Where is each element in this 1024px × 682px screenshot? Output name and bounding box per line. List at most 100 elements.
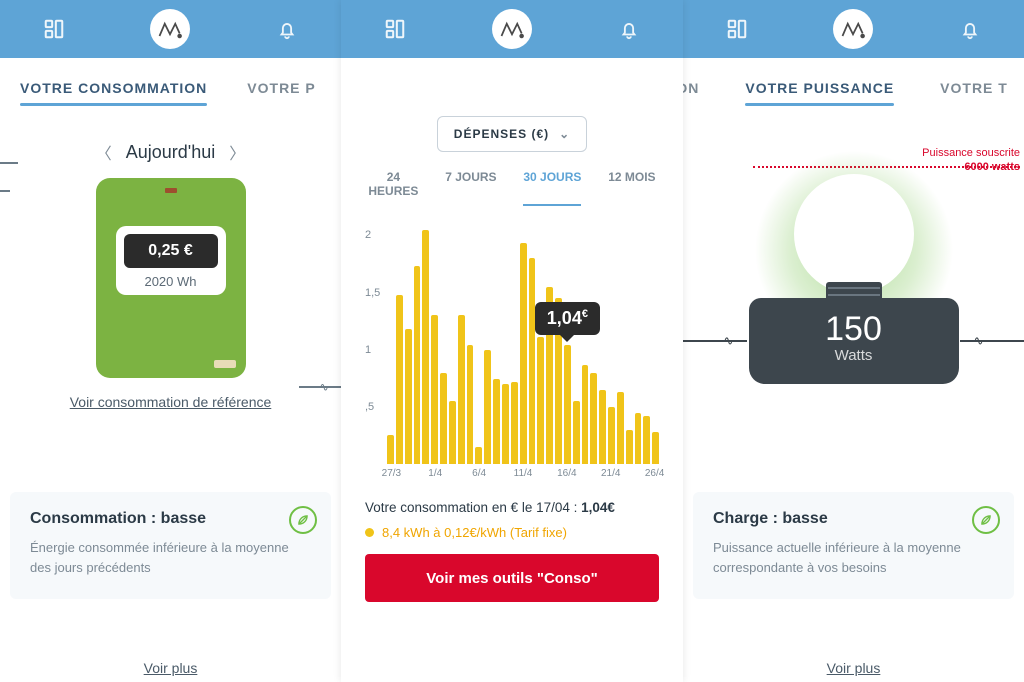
chart-bar[interactable]	[564, 345, 571, 464]
chart-bar[interactable]	[502, 384, 509, 464]
date-label: Aujourd'hui	[126, 142, 216, 163]
chart-bar[interactable]	[396, 295, 403, 464]
info-title: Consommation : basse	[30, 510, 311, 528]
date-nav: 〈 Aujourd'hui 〉	[0, 140, 341, 164]
pane-puissance: MATION VOTRE PUISSANCE VOTRE T Puissance…	[683, 0, 1024, 682]
grid-icon[interactable]	[43, 18, 65, 40]
chart-bar[interactable]	[449, 401, 456, 464]
chart-tooltip: 1,04€	[535, 302, 600, 335]
tarif-line: 8,4 kWh à 0,12€/kWh (Tarif fixe)	[365, 525, 659, 540]
chart-bar[interactable]	[608, 407, 615, 464]
wire-decor	[0, 162, 18, 164]
period-tab[interactable]: 30 JOURS	[523, 170, 581, 206]
chart-bar[interactable]	[652, 432, 659, 464]
wire-decor	[683, 340, 747, 342]
chart-bar[interactable]	[617, 392, 624, 464]
chart-bar[interactable]	[529, 258, 536, 464]
chart-bar[interactable]	[590, 373, 597, 464]
chart-bar[interactable]	[475, 447, 482, 464]
grid-icon[interactable]	[384, 18, 406, 40]
bell-icon[interactable]	[276, 18, 298, 40]
tab-next[interactable]: VOTRE T	[940, 80, 1008, 104]
brand-icon[interactable]	[833, 9, 873, 49]
period-tab[interactable]: 12 MOIS	[608, 170, 655, 206]
chart-bar[interactable]	[484, 350, 491, 464]
leaf-icon	[972, 506, 1000, 534]
wire-decor	[0, 190, 10, 192]
brand-icon[interactable]	[492, 9, 532, 49]
tools-cta-button[interactable]: Voir mes outils "Conso"	[365, 554, 659, 602]
chart-bars	[387, 224, 659, 464]
info-card-puissance: Charge : basse Puissance actuelle inféri…	[693, 492, 1014, 599]
bulb-stage: Puissance souscrite 6000 watts 150 Watts…	[683, 140, 1024, 410]
topbar	[341, 0, 683, 58]
chart-bar[interactable]	[387, 435, 394, 464]
pane-graph: DÉPENSES (€) ⌄ 24HEURES 7 JOURS 30 JOURS 12…	[341, 0, 683, 682]
period-tab[interactable]: 24HEURES	[368, 170, 418, 206]
tab-next[interactable]: VOTRE P	[247, 80, 315, 104]
chevron-down-icon: ⌄	[559, 127, 570, 141]
power-value: 150	[749, 298, 959, 349]
grid-icon[interactable]	[726, 18, 748, 40]
info-title: Charge : basse	[713, 510, 994, 528]
chart-bar[interactable]	[626, 430, 633, 464]
meter-slot-decor	[214, 360, 236, 368]
subtabs-right: MATION VOTRE PUISSANCE VOTRE T	[683, 58, 1024, 104]
chart-bar[interactable]	[493, 379, 500, 464]
chart-bar[interactable]	[582, 365, 589, 464]
meter-energy: 2020 Wh	[124, 274, 218, 289]
bell-icon[interactable]	[618, 18, 640, 40]
tab-puissance[interactable]: VOTRE PUISSANCE	[745, 80, 894, 104]
chart-bar[interactable]	[635, 413, 642, 464]
meter-price: 0,25 €	[124, 234, 218, 268]
subtabs-left: VOTRE CONSOMMATION VOTRE P	[0, 58, 341, 104]
see-more-link[interactable]: Voir plus	[0, 660, 341, 676]
chart-bar[interactable]	[405, 329, 412, 464]
chart-yaxis: ,511,52	[365, 224, 383, 464]
chart-xaxis: 27/31/46/411/416/421/426/4	[387, 468, 659, 484]
wire-pulse-icon: ∿	[973, 333, 984, 349]
chart-bar[interactable]	[414, 266, 421, 464]
power-readout: 150 Watts	[749, 298, 959, 384]
chart-bar[interactable]	[431, 315, 438, 464]
metric-select-label: DÉPENSES (€)	[454, 127, 549, 141]
chart-bar[interactable]	[599, 390, 606, 464]
period-tab[interactable]: 7 JOURS	[445, 170, 496, 206]
see-more-link[interactable]: Voir plus	[683, 660, 1024, 676]
leaf-icon	[289, 506, 317, 534]
metric-select[interactable]: DÉPENSES (€) ⌄	[437, 116, 587, 152]
info-body: Puissance actuelle inférieure à la moyen…	[713, 538, 994, 577]
tab-consommation[interactable]: VOTRE CONSOMMATION	[20, 80, 207, 104]
wire-decor	[960, 340, 1024, 342]
tarif-text: 8,4 kWh à 0,12€/kWh (Tarif fixe)	[382, 525, 567, 540]
chart-caption-prefix: Votre consommation en € le 17/04 :	[365, 500, 581, 515]
meter-card: 0,25 € 2020 Wh	[96, 178, 246, 378]
tooltip-value: 1,04	[547, 308, 582, 328]
chart-panel: DÉPENSES (€) ⌄ 24HEURES 7 JOURS 30 JOURS 12…	[351, 66, 673, 682]
period-tabs: 24HEURES 7 JOURS 30 JOURS 12 MOIS	[355, 170, 669, 206]
power-unit: Watts	[749, 347, 959, 364]
limit-label: Puissance souscrite 6000 watts	[922, 146, 1020, 175]
chart-caption: Votre consommation en € le 17/04 : 1,04€	[365, 500, 659, 515]
bell-icon[interactable]	[959, 18, 981, 40]
chart-bar[interactable]	[643, 416, 650, 464]
tab-prev[interactable]: MATION	[683, 80, 699, 104]
app-root: VOTRE CONSOMMATION VOTRE P ∿ 〈 Aujourd'h…	[0, 0, 1024, 682]
chevron-right-icon[interactable]: 〉	[229, 140, 245, 164]
chevron-left-icon[interactable]: 〈	[96, 140, 112, 164]
chart-bar[interactable]	[440, 373, 447, 464]
chart-bar[interactable]	[573, 401, 580, 464]
dot-icon	[365, 528, 374, 537]
chart-bar[interactable]	[520, 243, 527, 464]
brand-icon[interactable]	[150, 9, 190, 49]
reference-link[interactable]: Voir consommation de référence	[0, 394, 341, 410]
info-body: Énergie consommée inférieure à la moyenn…	[30, 538, 311, 577]
wire-pulse-icon: ∿	[319, 380, 329, 394]
chart-bar[interactable]	[467, 345, 474, 464]
meter-readout: 0,25 € 2020 Wh	[116, 226, 226, 295]
chart-bar[interactable]	[537, 337, 544, 464]
chart-bar[interactable]	[422, 230, 429, 464]
topbar	[0, 0, 341, 58]
chart-bar[interactable]	[458, 315, 465, 464]
chart-bar[interactable]	[511, 382, 518, 464]
